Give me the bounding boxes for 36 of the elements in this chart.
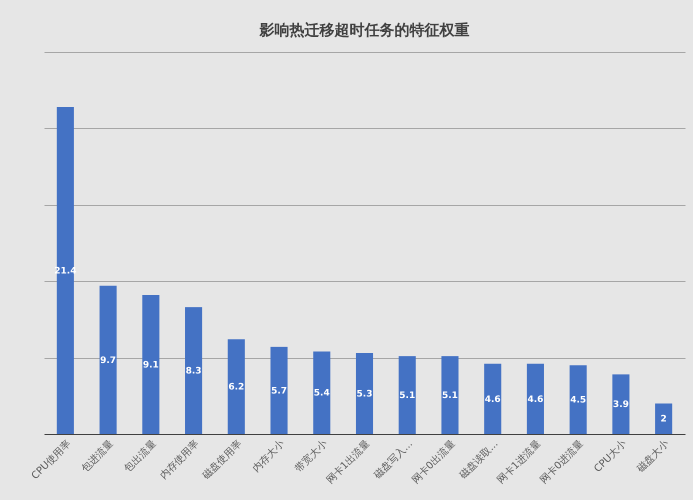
bar [100, 286, 117, 434]
data-label: 9.1 [142, 360, 159, 370]
chart-title: 影响热迁移超时任务的特征权重 [258, 21, 470, 39]
bar [526, 364, 544, 434]
data-label: 5.1 [442, 391, 458, 402]
x-tick-label: 内存使用率 [158, 438, 202, 482]
data-label: 5.1 [399, 391, 416, 402]
data-label: 8.3 [186, 366, 202, 377]
x-tick-label: 磁盘使用率 [200, 438, 244, 482]
data-label: 5.4 [314, 388, 330, 399]
data-label: 2 [660, 414, 667, 425]
bar [655, 403, 672, 434]
data-label: 4.5 [570, 396, 586, 406]
bar [356, 353, 374, 434]
bar [185, 307, 202, 434]
x-tick-label: 包进流量 [79, 438, 116, 475]
bar [441, 356, 459, 434]
data-label: 9.7 [100, 356, 116, 366]
bar [228, 339, 245, 434]
data-label: 5.3 [356, 390, 372, 400]
bar [398, 356, 416, 434]
x-tick-label: 带宽大小 [292, 438, 330, 475]
bar [313, 351, 330, 434]
data-label: 6.2 [228, 382, 244, 393]
bar [570, 365, 587, 434]
x-tick-label: 内存大小 [250, 438, 287, 475]
data-label: 5.7 [271, 386, 288, 396]
bar [484, 364, 502, 434]
bar [270, 346, 288, 434]
x-tick-label: 包出流量 [122, 438, 159, 475]
bar [612, 374, 630, 434]
data-label: 3.9 [612, 400, 629, 410]
data-label: 4.6 [484, 394, 501, 405]
data-label: 4.6 [527, 394, 544, 405]
x-tick-label: 磁盘大小 [634, 438, 672, 476]
bar [142, 294, 160, 434]
